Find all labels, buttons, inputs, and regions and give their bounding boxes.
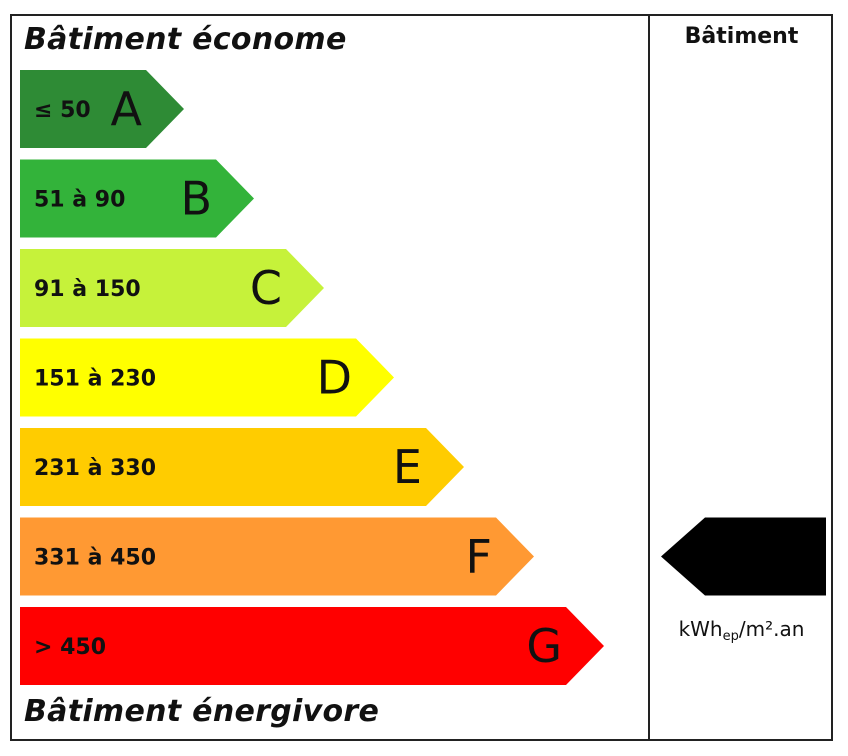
band-letter-f: F: [466, 530, 492, 584]
band-letter-b: B: [180, 172, 212, 226]
energy-intensive-label: Bâtiment énergivore: [24, 694, 380, 729]
band-c: 91 à 150 C: [20, 249, 324, 327]
band-b: 51 à 90 B: [20, 159, 254, 238]
column-divider: [648, 14, 650, 741]
band-range-a: ≤ 50: [34, 98, 91, 123]
band-arrow-c: [20, 249, 324, 327]
unit-sub: ep: [722, 629, 739, 644]
unit-main: kWh: [678, 617, 723, 641]
band-arrow-b: [20, 159, 254, 238]
band-arrow-d: [20, 338, 394, 417]
building-column-header: Bâtiment: [684, 24, 799, 49]
band-letter-e: E: [393, 440, 422, 494]
building-class-indicator: [661, 517, 826, 596]
band-range-c: 91 à 150: [34, 277, 141, 302]
band-e: 231 à 330 E: [20, 428, 464, 506]
band-f: 331 à 450 F: [20, 517, 534, 596]
band-letter-d: D: [317, 351, 352, 405]
unit-tail: /m².an: [738, 617, 805, 641]
economical-label: Bâtiment économe: [24, 22, 347, 57]
band-arrow-f: [20, 517, 534, 596]
band-arrow-a: [20, 70, 184, 148]
band-d: 151 à 230 D: [20, 338, 394, 417]
band-arrow-e: [20, 428, 464, 506]
band-letter-c: C: [250, 261, 282, 315]
band-range-d: 151 à 230: [34, 367, 156, 392]
band-letter-g: G: [526, 619, 562, 673]
band-range-g: > 450: [34, 635, 106, 660]
band-letter-a: A: [111, 82, 143, 136]
band-a: ≤ 50 A: [20, 70, 184, 148]
band-g: > 450 G: [20, 607, 604, 685]
band-arrow-g: [20, 607, 604, 685]
band-range-f: 331 à 450: [34, 546, 156, 571]
band-range-e: 231 à 330: [34, 456, 156, 481]
unit-label: kWhep/m².an: [650, 617, 833, 644]
band-range-b: 51 à 90: [34, 188, 125, 213]
